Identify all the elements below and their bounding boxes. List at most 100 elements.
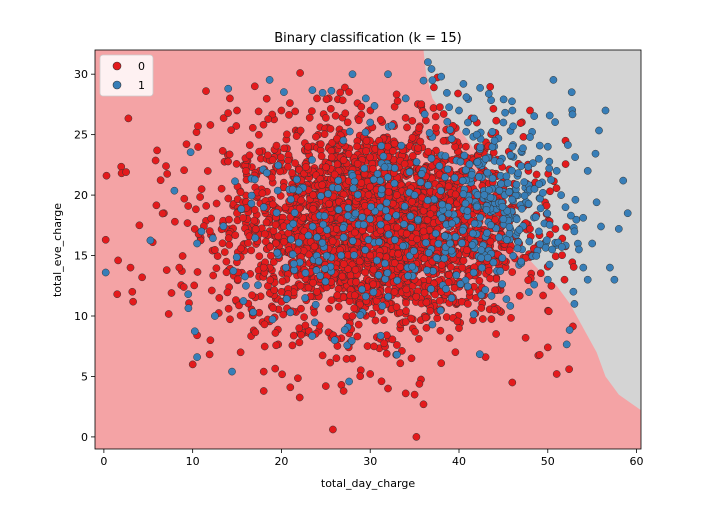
point-class-1: [543, 142, 552, 151]
x-axis-label: total_day_charge: [321, 477, 415, 490]
point-class-1: [359, 220, 368, 229]
point-class-1: [447, 294, 456, 302]
point-class-1: [438, 214, 446, 222]
point-class-1: [562, 340, 571, 349]
point-class-1: [423, 196, 432, 205]
point-class-0: [352, 278, 360, 286]
point-class-0: [376, 115, 385, 124]
point-class-1: [462, 93, 471, 101]
point-class-0: [278, 277, 287, 286]
point-class-1: [427, 65, 436, 73]
point-class-0: [261, 230, 269, 238]
point-class-1: [445, 103, 453, 112]
point-class-1: [564, 141, 572, 149]
point-class-1: [353, 190, 362, 199]
point-class-0: [507, 314, 515, 322]
point-class-0: [188, 360, 197, 369]
point-class-1: [339, 233, 348, 242]
point-class-1: [547, 176, 555, 184]
point-class-0: [370, 342, 378, 351]
point-class-0: [407, 354, 416, 363]
point-class-1: [320, 212, 329, 220]
point-class-1: [588, 239, 597, 248]
point-class-0: [233, 275, 242, 284]
point-class-1: [499, 118, 508, 127]
point-class-1: [374, 271, 383, 279]
point-class-0: [258, 189, 267, 198]
point-class-0: [344, 265, 352, 273]
point-class-0: [558, 251, 566, 260]
point-class-1: [545, 157, 554, 166]
point-class-0: [377, 377, 386, 386]
point-class-0: [309, 191, 317, 199]
point-class-1: [465, 160, 474, 169]
point-class-0: [294, 374, 302, 383]
point-class-0: [348, 312, 357, 320]
point-class-1: [312, 266, 321, 275]
point-class-0: [288, 169, 296, 177]
point-class-1: [249, 308, 258, 317]
point-class-1: [475, 350, 484, 359]
point-class-1: [170, 186, 179, 195]
point-class-0: [278, 370, 286, 379]
point-class-0: [245, 151, 254, 160]
point-class-1: [606, 263, 614, 272]
point-class-1: [610, 275, 619, 284]
point-class-1: [571, 153, 579, 161]
point-class-1: [543, 275, 552, 284]
point-class-0: [205, 350, 214, 359]
point-class-1: [428, 320, 437, 329]
point-class-1: [476, 143, 485, 152]
point-class-1: [383, 269, 392, 277]
point-class-0: [486, 274, 494, 283]
y-axis: 0 5 10 15 20 25 30: [74, 68, 95, 444]
point-class-0: [414, 144, 422, 152]
point-class-1: [241, 272, 249, 281]
y-tick-label: 15: [74, 250, 88, 263]
point-class-1: [502, 172, 511, 181]
point-class-0: [546, 187, 554, 196]
point-class-0: [417, 100, 426, 109]
point-class-0: [369, 265, 378, 274]
point-class-0: [412, 433, 421, 441]
point-class-0: [205, 227, 214, 235]
point-class-0: [300, 313, 308, 321]
point-class-0: [212, 264, 221, 273]
point-class-0: [297, 331, 306, 339]
point-class-1: [295, 238, 303, 247]
point-class-0: [366, 370, 375, 378]
point-class-1: [565, 326, 574, 334]
point-class-1: [513, 244, 522, 253]
point-class-1: [509, 252, 518, 260]
point-class-0: [280, 144, 288, 153]
point-class-1: [399, 242, 407, 250]
point-class-1: [543, 209, 552, 218]
point-class-0: [153, 146, 161, 155]
point-class-0: [270, 286, 279, 294]
point-class-0: [322, 163, 330, 172]
point-class-1: [442, 285, 450, 293]
point-class-1: [324, 190, 332, 198]
point-class-1: [477, 254, 486, 262]
point-class-1: [502, 236, 511, 244]
point-class-0: [408, 133, 417, 142]
point-class-0: [291, 159, 299, 167]
point-class-0: [353, 142, 361, 151]
point-class-1: [424, 58, 432, 66]
point-class-1: [408, 262, 417, 271]
point-class-1: [292, 175, 301, 184]
point-class-1: [384, 213, 392, 222]
point-class-0: [297, 196, 305, 205]
point-class-0: [350, 304, 359, 313]
point-class-0: [436, 326, 445, 335]
point-class-1: [520, 178, 529, 186]
point-class-0: [277, 106, 286, 115]
point-class-1: [475, 173, 483, 181]
point-class-0: [309, 278, 317, 287]
point-class-0: [426, 210, 435, 218]
point-class-0: [422, 298, 431, 307]
point-class-1: [549, 76, 558, 84]
point-class-0: [463, 246, 471, 255]
point-class-1: [478, 263, 486, 272]
point-class-1: [477, 291, 486, 299]
